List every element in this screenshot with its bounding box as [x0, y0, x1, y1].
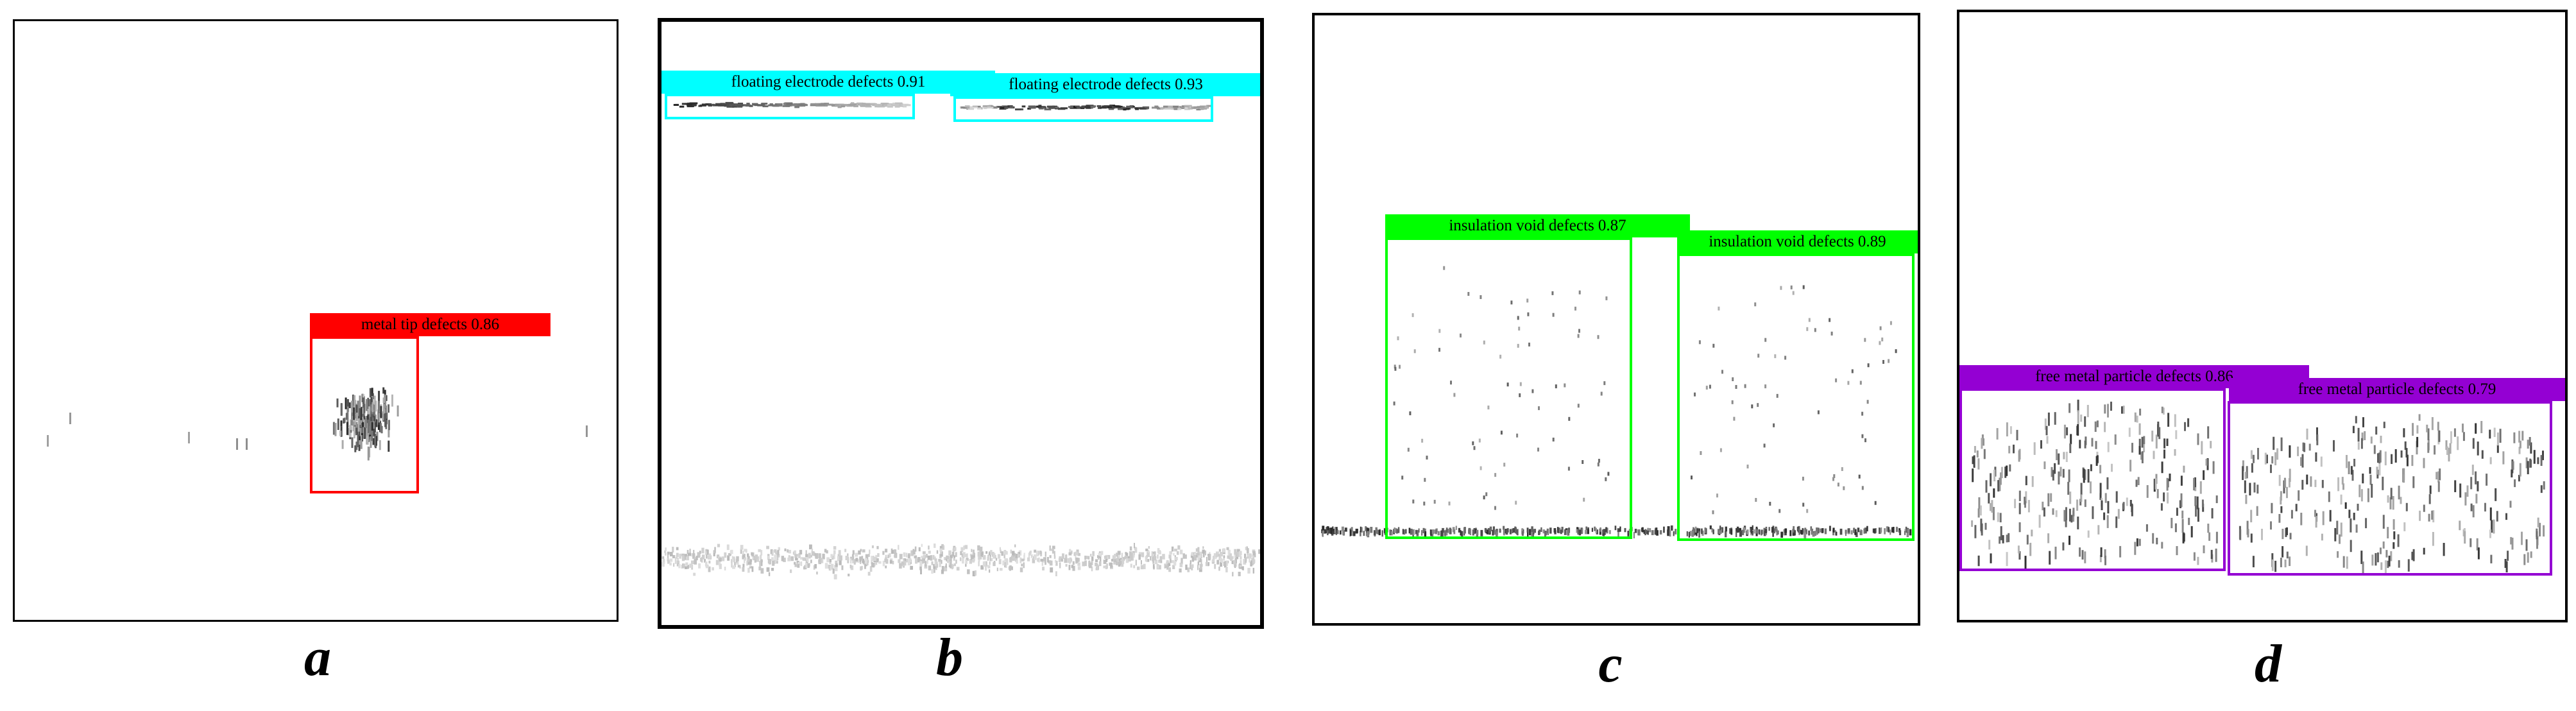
detection-box-insulation-void-1 [1385, 237, 1632, 539]
caption-d: d [2255, 634, 2282, 694]
detection-label-insulation-void-2: insulation void defects 0.89 [1677, 230, 1918, 253]
caption-a: a [304, 628, 331, 687]
detection-box-free-metal-particle-2 [2228, 401, 2552, 576]
detection-box-free-metal-particle-1 [1959, 388, 2226, 571]
detection-label-floating-electrode-1: floating electrode defects 0.91 [661, 71, 995, 94]
caption-c: c [1598, 634, 1623, 694]
prpd-image-panel-b: floating electrode defects 0.91 floating… [658, 18, 1264, 629]
caption-b: b [936, 628, 963, 687]
prpd-pattern-a [47, 387, 588, 461]
prpd-image-panel-a: metal tip defects 0.86 [13, 19, 618, 622]
detection-label-insulation-void-1: insulation void defects 0.87 [1385, 214, 1690, 237]
detection-label-floating-electrode-2: floating electrode defects 0.93 [950, 73, 1260, 96]
prpd-pattern-c [1321, 266, 1912, 539]
prpd-pattern-b [661, 101, 1260, 579]
detection-box-insulation-void-2 [1677, 253, 1915, 541]
detection-box-floating-electrode-2 [953, 96, 1213, 122]
detection-box-floating-electrode-1 [665, 94, 915, 119]
prpd-image-panel-d: free metal particle defects 0.86 free me… [1957, 10, 2568, 622]
detection-box-metal-tip [310, 336, 419, 493]
detection-label-metal-tip: metal tip defects 0.86 [310, 313, 550, 336]
prpd-image-panel-c: insulation void defects 0.87 insulation … [1312, 13, 1920, 626]
prpd-pattern-d [1971, 399, 2545, 575]
detection-label-free-metal-particle-2: free metal particle defects 0.79 [2229, 378, 2565, 401]
